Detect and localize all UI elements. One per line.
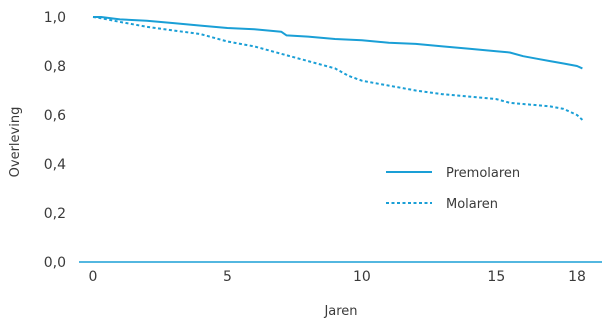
y-tick-label: 0,4 <box>44 157 66 173</box>
legend-label-premolaren: Premolaren <box>446 166 520 181</box>
x-tick-label: 5 <box>223 269 232 285</box>
x-tick-label: 15 <box>487 269 505 285</box>
x-axis-ticks: 0 5 10 15 18 <box>89 269 586 285</box>
legend-label-molaren: Molaren <box>446 197 498 212</box>
series-line-molaren <box>92 16 584 121</box>
y-axis-title: Overleving <box>8 107 23 178</box>
x-tick-label: 10 <box>353 269 371 285</box>
y-tick-label: 0,0 <box>44 255 66 271</box>
series-line-premolaren <box>93 16 583 70</box>
y-axis-ticks: 0,0 0,2 0,4 0,6 0,8 1,0 <box>44 10 66 271</box>
x-tick-label: 18 <box>568 269 586 285</box>
x-axis-title: Jaren <box>323 304 357 319</box>
series-layer <box>92 16 584 121</box>
y-tick-label: 0,6 <box>44 108 66 124</box>
x-tick-label: 0 <box>89 269 98 285</box>
y-tick-label: 0,2 <box>44 206 66 222</box>
y-tick-label: 0,8 <box>44 59 66 75</box>
y-tick-label: 1,0 <box>44 10 66 26</box>
legend: Premolaren Molaren <box>386 166 520 212</box>
